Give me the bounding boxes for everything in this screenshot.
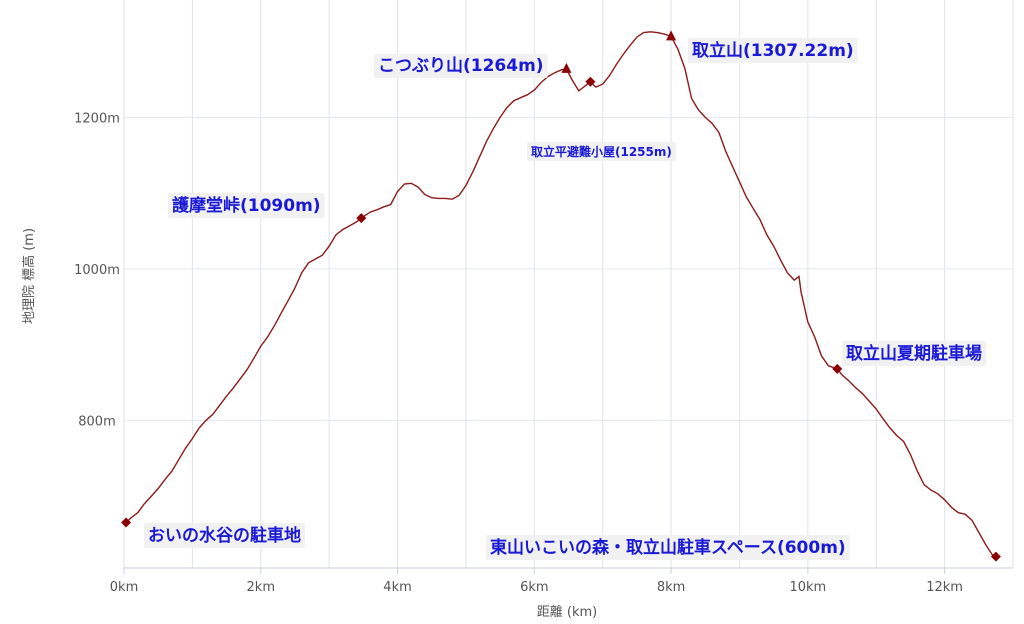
elevation-profile-line [125, 31, 997, 558]
annotation-label: 取立山(1307.22m) [688, 38, 858, 63]
axes: 800m 1000m 1200m 0km 2km 4km 6km 8km 10km 12km [74, 111, 1013, 595]
x-axis-title: 距離 (km) [537, 605, 597, 620]
x-tick-label: 0km [110, 580, 138, 595]
x-tick-label: 12km [926, 580, 963, 595]
x-tick-label: 2km [247, 580, 275, 595]
label-background [144, 523, 305, 548]
summit-marker [666, 30, 677, 41]
waypoint-marker [585, 76, 596, 87]
annotation-text: 取立山(1307.22m) [692, 40, 854, 61]
label-background [374, 54, 548, 78]
x-tick-label: 4km [383, 580, 411, 595]
annotation-text: 取立平避難小屋(1255m) [531, 144, 672, 159]
annotation-text: 取立山夏期駐車場 [846, 343, 982, 364]
label-background [527, 142, 676, 161]
waypoint-marker [832, 363, 843, 374]
annotation-label: こつぶり山(1264m) [374, 54, 548, 78]
annotation-labels: おいの水谷の駐車地 護摩堂峠(1090m) こつぶり山(1264m) 取立平避難小屋(… [144, 38, 986, 560]
x-tick-label: 10km [789, 580, 826, 595]
annotation-text: こつぶり山(1264m) [378, 56, 544, 76]
annotation-text: 東山いこいの森・取立山駐車スペース(600m) [490, 537, 846, 558]
annotation-label: 取立山夏期駐車場 [842, 341, 986, 366]
waypoint-marker [121, 517, 132, 528]
grid [123, 0, 1014, 568]
waypoint-marker [356, 213, 367, 224]
label-background [168, 193, 325, 218]
waypoint-marker [990, 551, 1001, 562]
y-axis-title: 地理院 標高 (m) [21, 228, 37, 324]
annotation-label: 護摩堂峠(1090m) [168, 193, 325, 218]
y-tick-label: 1200m [74, 111, 120, 126]
summit-marker [561, 62, 572, 73]
annotation-label: おいの水谷の駐車地 [144, 523, 305, 548]
label-background [842, 341, 986, 366]
annotation-text: 護摩堂峠(1090m) [172, 195, 321, 216]
y-tick-label: 800m [78, 414, 115, 429]
markers [121, 30, 1001, 562]
annotation-label: 東山いこいの森・取立山駐車スペース(600m) [486, 535, 850, 560]
label-background [486, 535, 850, 560]
annotation-text: おいの水谷の駐車地 [148, 525, 301, 546]
annotation-label: 取立平避難小屋(1255m) [527, 142, 676, 161]
x-tick-label: 6km [520, 580, 548, 595]
y-tick-label: 1000m [74, 263, 120, 278]
label-background [688, 38, 858, 63]
x-tick-label: 8km [657, 580, 685, 595]
